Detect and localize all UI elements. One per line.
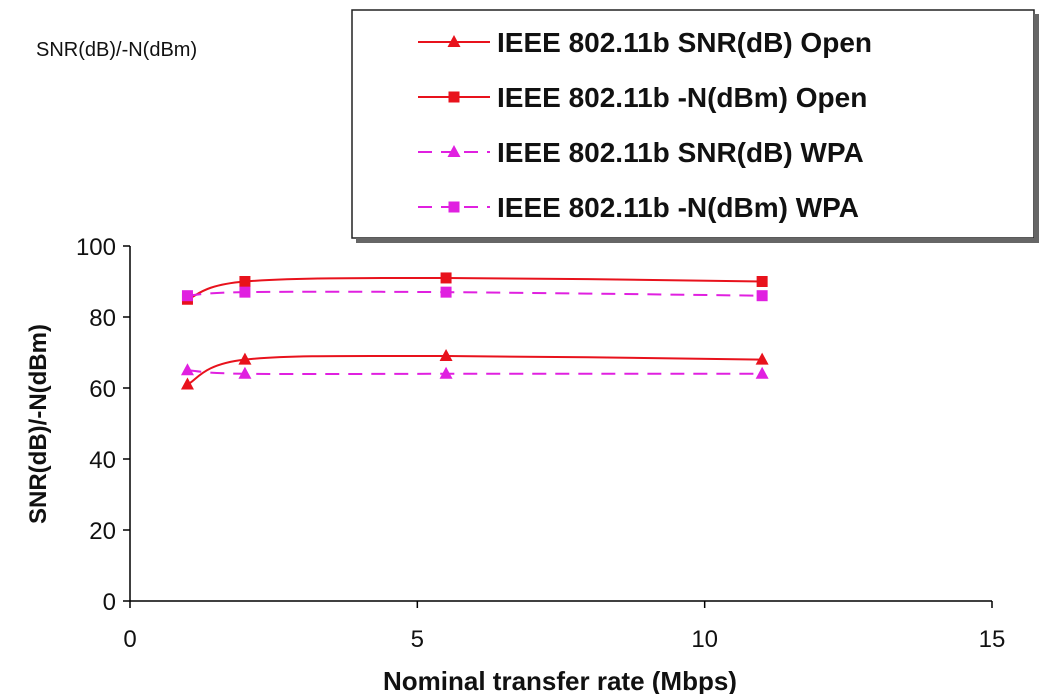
legend-label: IEEE 802.11b SNR(dB) WPA	[497, 137, 864, 168]
chart-title: SNR(dB)/-N(dBm)	[36, 39, 197, 61]
series-3	[180, 363, 769, 379]
legend-label: IEEE 802.11b SNR(dB) Open	[497, 27, 872, 58]
series-line	[186, 354, 763, 386]
legend-marker	[448, 201, 460, 213]
y-tick-label: 60	[89, 376, 116, 403]
legend-entry: IEEE 802.11b -N(dBm) Open	[418, 82, 867, 113]
legend-shadow	[356, 238, 1039, 243]
legend-entry: IEEE 802.11b SNR(dB) WPA	[418, 137, 864, 168]
series-2	[181, 272, 768, 305]
x-tick-label: 15	[979, 626, 1006, 653]
data-point	[439, 349, 453, 362]
x-tick-label: 5	[411, 626, 424, 653]
y-axis-label: SNR(dB)/-N(dBm)	[25, 324, 52, 524]
data-point	[239, 276, 251, 287]
legend-label: IEEE 802.11b -N(dBm) Open	[497, 82, 867, 113]
data-point	[239, 286, 251, 298]
legend: IEEE 802.11b SNR(dB) Open IEEE 802.11b -N…	[351, 9, 1039, 243]
x-axis-label: Nominal transfer rate (Mbps)	[383, 666, 737, 694]
y-tick-label: 0	[103, 589, 116, 616]
x-tick-label: 0	[123, 626, 136, 653]
series-line	[187, 290, 763, 297]
series-1	[180, 349, 769, 390]
legend-marker	[447, 145, 461, 157]
y-tick-label: 100	[76, 234, 116, 261]
legend-marker	[447, 35, 461, 47]
data-point	[440, 286, 452, 298]
data-point	[181, 290, 193, 302]
data-point	[180, 363, 194, 376]
data-point	[756, 276, 768, 287]
data-point	[238, 366, 252, 379]
legend-marker	[448, 91, 460, 103]
data-point	[756, 290, 768, 302]
legend-label: IEEE 802.11b -N(dBm) WPA	[497, 192, 859, 223]
series-4	[181, 286, 768, 302]
data-point	[755, 366, 769, 379]
axes	[129, 246, 992, 602]
data-point	[755, 352, 769, 365]
series-group	[180, 272, 769, 390]
data-point	[238, 352, 252, 365]
legend-box	[351, 9, 1035, 239]
data-point	[180, 377, 194, 390]
data-point	[439, 366, 453, 379]
y-tick-label: 80	[89, 305, 116, 332]
y-tick-label: 40	[89, 447, 116, 474]
series-line	[187, 369, 763, 376]
x-tick-label: 10	[691, 626, 718, 653]
ticks: 0 20 40 60 80 100 0 5 10 15	[76, 234, 1005, 653]
legend-entry: IEEE 802.11b SNR(dB) Open	[418, 27, 872, 58]
legend-entry: IEEE 802.11b -N(dBm) WPA	[418, 192, 859, 223]
series-line	[187, 276, 763, 301]
legend-shadow	[1034, 14, 1039, 242]
data-point	[440, 272, 452, 284]
y-tick-label: 20	[89, 518, 116, 545]
